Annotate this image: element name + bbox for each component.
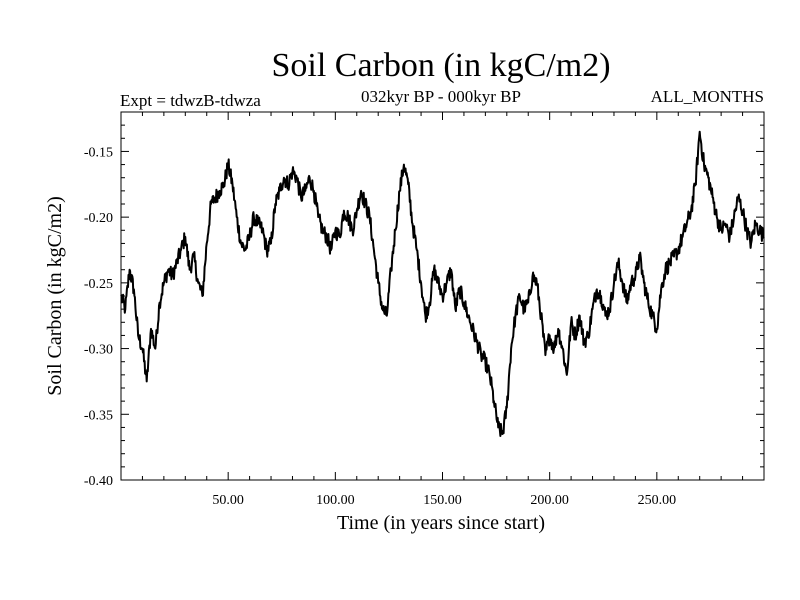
y-tick-label: -0.35 xyxy=(84,408,113,423)
months-label: ALL_MONTHS xyxy=(651,87,764,106)
y-axis-label: Soil Carbon (in kgC/m2) xyxy=(44,196,66,395)
y-tick-label: -0.20 xyxy=(84,211,113,226)
y-tick-label: -0.15 xyxy=(84,145,113,160)
soil-carbon-line xyxy=(120,130,765,437)
x-tick-label: 50.00 xyxy=(212,493,244,508)
chart-title: Soil Carbon (in kgC/m2) xyxy=(271,47,610,84)
x-tick-label: 100.00 xyxy=(316,493,355,508)
x-axis: 50.00 100.00 150.00 200.00 250.00 xyxy=(141,112,744,508)
period-label: 032kyr BP - 000kyr BP xyxy=(361,87,521,106)
y-tick-label: -0.30 xyxy=(84,343,113,358)
x-tick-label: 250.00 xyxy=(638,493,677,508)
y-tick-label: -0.25 xyxy=(84,277,113,292)
x-tick-label: 200.00 xyxy=(530,493,569,508)
x-axis-label: Time (in years since start) xyxy=(337,512,545,534)
x-tick-label: 150.00 xyxy=(423,493,462,508)
y-tick-label: -0.40 xyxy=(84,474,113,489)
y-axis: -0.15 -0.20 -0.25 -0.30 -0.35 -0.40 xyxy=(84,111,764,489)
experiment-label: Expt = tdwzB-tdwza xyxy=(120,91,261,110)
